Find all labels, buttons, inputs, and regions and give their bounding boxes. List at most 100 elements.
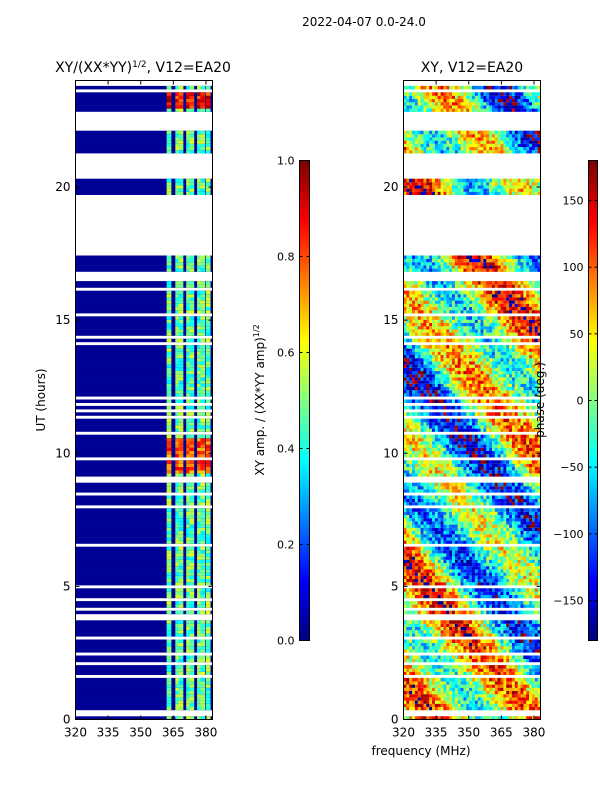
phase-cell [440, 530, 444, 535]
phase-cell [489, 482, 493, 487]
amplitude-channel-cell [197, 421, 202, 426]
amplitude-colorbar-segment [299, 284, 310, 289]
phase-cell [449, 565, 453, 570]
phase-cell [491, 517, 496, 522]
amplitude-channel-cell [166, 191, 172, 195]
phase-cell [432, 645, 436, 650]
phase-cell [463, 655, 467, 659]
phase-cell [443, 633, 447, 637]
phase-cell [472, 572, 476, 576]
amplitude-channel-cell [205, 133, 211, 138]
phase-cell [523, 687, 527, 691]
phase-cell [466, 466, 470, 471]
phase-cell [500, 444, 504, 448]
phase-cell [511, 671, 516, 675]
phase-cell [454, 639, 459, 643]
amplitude-channel-cell [197, 565, 202, 570]
phase-cell [463, 681, 467, 685]
amplitude-channel-cell [175, 293, 181, 298]
amplitude-channel-cell [166, 300, 172, 304]
phase-cell [494, 697, 498, 701]
amplitude-colorbar-segment [299, 280, 310, 285]
phase-cell [429, 572, 433, 576]
amplitude-channel-cell [197, 633, 202, 637]
amplitude-channel-cell [197, 553, 202, 557]
phase-cell [506, 450, 510, 455]
phase-cell [409, 684, 413, 688]
phase-cell [494, 485, 498, 490]
phase-cell [426, 527, 430, 531]
phase-cell [466, 498, 470, 503]
phase-cell [452, 578, 456, 583]
phase-cell [423, 594, 427, 599]
amplitude-channel-cell [175, 92, 181, 96]
phase-cell [437, 706, 441, 711]
amplitude-channel-cell [186, 540, 191, 544]
phase-cell [503, 642, 507, 647]
phase-cell [409, 639, 413, 643]
phase-cell [483, 469, 487, 474]
phase-cell [420, 706, 424, 711]
phase-cell [457, 572, 461, 576]
phase-cell [480, 540, 484, 544]
phase-cell [446, 553, 450, 557]
phase-cell [523, 677, 527, 682]
phase-cell [523, 562, 527, 567]
phase-cell [406, 671, 410, 675]
phase-cell [412, 588, 416, 592]
phase-cell [480, 546, 484, 551]
phase-cell [423, 588, 427, 592]
phase-cell [437, 703, 441, 707]
phase-cell [423, 645, 427, 650]
phase-cell [443, 578, 447, 583]
amplitude-channel-cell [178, 290, 184, 295]
phase-cell [403, 684, 407, 688]
phase-cell [417, 425, 421, 429]
phase-cell [406, 453, 410, 458]
amplitude-channel-cell [205, 309, 211, 314]
amplitude-channel-cell [200, 447, 206, 451]
phase-cell [449, 447, 453, 451]
phase-cell [432, 530, 436, 535]
amplitude-colorbar-segment [299, 192, 310, 197]
phase-cell [452, 690, 456, 695]
phase-cell [506, 556, 510, 560]
amplitude-channel-cell [205, 354, 211, 359]
amplitude-channel-cell [166, 473, 172, 477]
phase-cell [434, 460, 439, 464]
amplitude-channel-cell [175, 453, 181, 458]
phase-cell [494, 466, 498, 471]
phase-cell [500, 684, 504, 688]
phase-cell [474, 565, 479, 570]
phase-cell [463, 450, 467, 455]
phase-cell [466, 690, 470, 695]
phase-cell [466, 444, 470, 448]
phase-cell [520, 473, 524, 477]
phase-cell [517, 601, 521, 605]
phase-cell [531, 540, 536, 544]
phase-cell [414, 546, 419, 551]
phase-cell [403, 629, 407, 634]
phase-cell [414, 575, 419, 579]
phase-cell [486, 626, 490, 631]
phase-cell [434, 620, 439, 624]
amplitude-channel-cell [178, 697, 184, 701]
phase-cell [426, 549, 430, 554]
phase-cell [412, 485, 416, 490]
phase-cell [429, 700, 433, 704]
phase-cell [497, 466, 501, 471]
phase-cell [506, 645, 510, 650]
amplitude-channel-cell [200, 687, 206, 691]
phase-cell [489, 581, 493, 586]
phase-cell [414, 495, 419, 499]
phase-cell [414, 572, 419, 576]
phase-cell [483, 697, 487, 701]
phase-cell [429, 677, 433, 682]
phase-cell [412, 434, 416, 439]
phase-cell [417, 601, 421, 605]
amplitude-channel-cell [166, 527, 172, 531]
phase-cell [460, 633, 464, 637]
amplitude-channel-cell [197, 425, 202, 429]
amplitude-channel-cell [175, 361, 181, 365]
amplitude-channel-cell [200, 514, 206, 519]
